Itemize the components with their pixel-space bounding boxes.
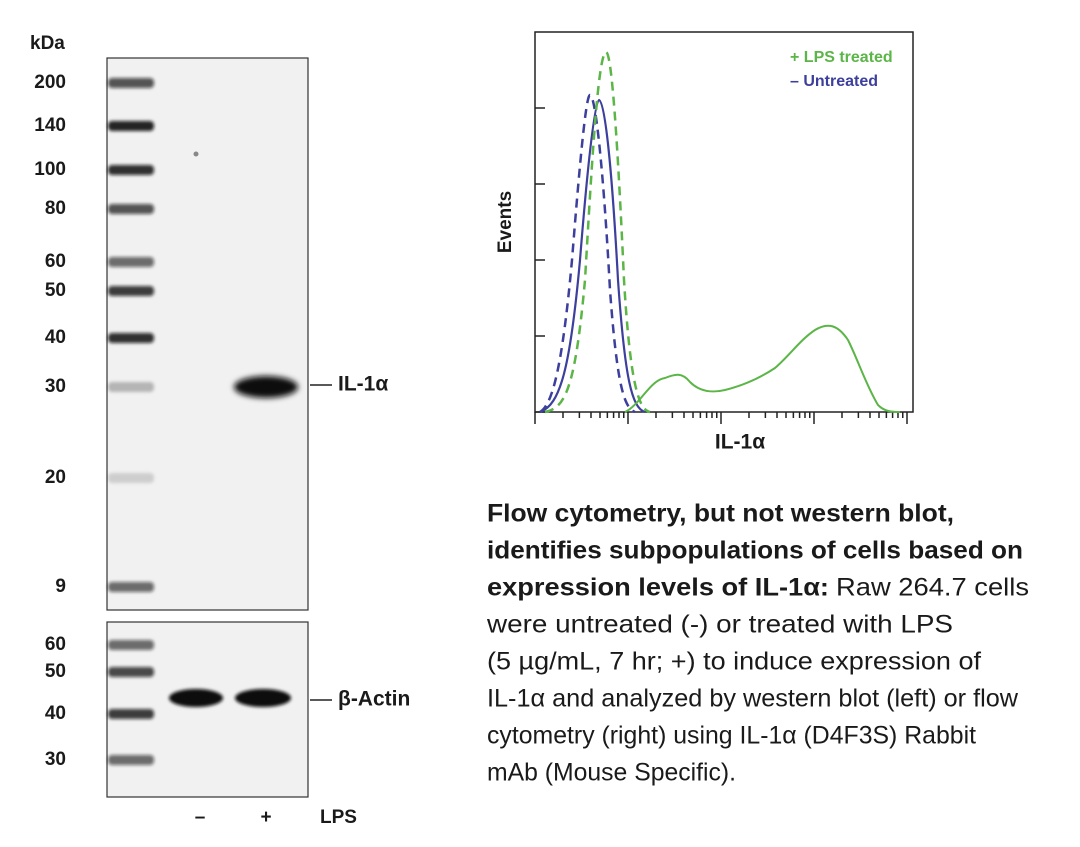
x-axis-label: IL-1α	[715, 431, 765, 454]
marker-label: 50	[45, 280, 66, 301]
caption-text: (5 µg/mL, 7 hr; +) to induce expression …	[487, 648, 981, 676]
ladder-band	[108, 204, 154, 214]
marker-labels: 200 140 100 80 60 50 40 30 20 9 60 50 40 30	[34, 72, 66, 770]
ladder-band	[108, 667, 154, 677]
marker-label: 80	[45, 198, 66, 219]
marker-label: 60	[45, 634, 66, 655]
legend-entry: – Untreated	[790, 73, 878, 90]
marker-label: 60	[45, 251, 66, 272]
treatment-label: LPS	[320, 807, 357, 828]
ladder-band	[108, 473, 154, 483]
caption-bold: expression levels of IL-1α:	[487, 574, 829, 602]
ladder-band	[108, 286, 154, 296]
ladder-band	[108, 165, 154, 175]
marker-label: 40	[45, 327, 66, 348]
ladder-band	[108, 640, 154, 650]
marker-label: 30	[45, 376, 66, 397]
marker-label: 100	[34, 159, 66, 180]
ladder-band	[108, 333, 154, 343]
unit-label: kDa	[30, 33, 65, 54]
y-axis-label: Events	[495, 191, 516, 253]
axis-ticks	[534, 107, 908, 424]
marker-label: 140	[34, 115, 66, 136]
caption-text: Raw 264.7 cells	[836, 574, 1029, 602]
band	[234, 376, 298, 398]
curve	[624, 324, 901, 413]
caption-text: cytometry (right) using IL-1α (D4F3S) Ra…	[487, 722, 976, 750]
ladder-band	[108, 382, 154, 392]
speck	[193, 151, 199, 157]
caption-bold: identifies subpopulations of cells based…	[487, 537, 1023, 565]
ladder-band	[108, 709, 154, 719]
ladder-band	[108, 78, 154, 88]
plot-frame	[534, 31, 914, 413]
lane-label: –	[195, 807, 206, 828]
caption-text: mAb (Mouse Specific).	[487, 759, 736, 787]
curve	[539, 93, 636, 414]
caption-bold: Flow cytometry, but not western blot,	[487, 500, 954, 528]
caption-text: were untreated (-) or treated with LPS	[486, 611, 953, 639]
caption: Flow cytometry, but not western blot, ide…	[486, 500, 1029, 787]
marker-label: 50	[45, 661, 66, 682]
curve	[544, 50, 651, 414]
marker-label: 40	[45, 703, 66, 724]
legend-entry: + LPS treated	[790, 49, 893, 66]
curve	[539, 98, 646, 414]
band-label: IL-1α	[338, 373, 388, 396]
ladder-band	[108, 582, 154, 592]
marker-label: 200	[34, 72, 66, 93]
ladder-band	[108, 257, 154, 267]
band	[169, 689, 223, 707]
band	[235, 689, 291, 707]
lane-label: +	[260, 807, 271, 828]
marker-label: 20	[45, 467, 66, 488]
ladder-band	[108, 755, 154, 765]
caption-text: IL-1α and analyzed by western blot (left…	[487, 685, 1019, 713]
marker-label: 9	[55, 576, 66, 597]
marker-label: 30	[45, 749, 66, 770]
ladder	[108, 78, 154, 765]
ladder-band	[108, 121, 154, 131]
band-label: β-Actin	[338, 688, 410, 711]
